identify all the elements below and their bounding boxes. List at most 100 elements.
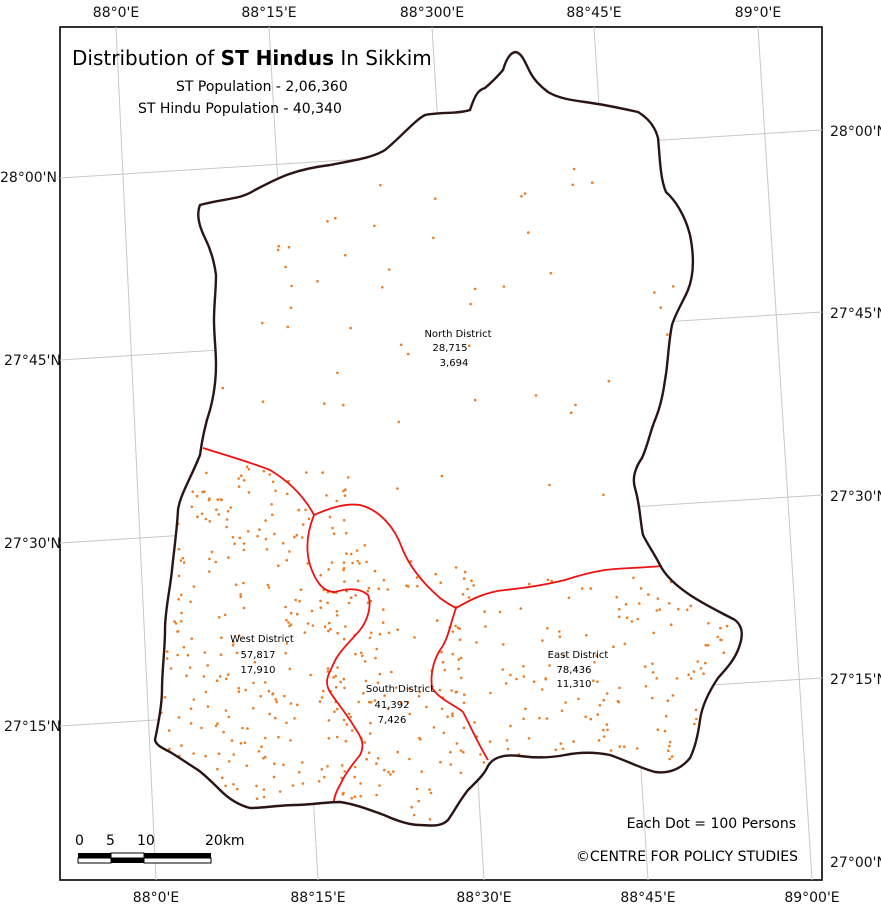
population-dot bbox=[176, 653, 179, 657]
population-dot bbox=[574, 667, 578, 670]
population-dot bbox=[707, 622, 710, 625]
population-dot bbox=[270, 503, 273, 506]
population-dot bbox=[260, 745, 263, 748]
district-st-hindu-population: 7,426 bbox=[378, 715, 407, 726]
population-dot bbox=[671, 694, 675, 697]
population-dot bbox=[186, 653, 190, 657]
population-dot bbox=[361, 654, 364, 658]
population-dot bbox=[217, 752, 221, 755]
population-dot bbox=[417, 799, 421, 803]
tick-right-27-45: 27°45'N bbox=[830, 306, 881, 322]
population-dot bbox=[189, 707, 193, 710]
population-dot bbox=[615, 595, 618, 599]
tick-right-27-00: 27°00'N bbox=[830, 855, 881, 871]
population-dot bbox=[484, 625, 487, 628]
population-dot bbox=[219, 675, 222, 678]
population-dot bbox=[239, 593, 242, 596]
population-dot bbox=[509, 673, 512, 677]
population-dot bbox=[585, 634, 588, 637]
population-dot bbox=[434, 197, 437, 200]
district-name: South District bbox=[366, 684, 434, 695]
population-dot bbox=[329, 628, 332, 631]
left-tick-labels: 28°00'N 27°45'N 27°30'N 27°15'N bbox=[0, 170, 61, 735]
population-dot bbox=[418, 736, 421, 740]
population-dot bbox=[392, 770, 395, 773]
population-dot bbox=[375, 762, 378, 765]
population-dot bbox=[389, 773, 392, 776]
population-dot bbox=[397, 420, 401, 424]
population-dot bbox=[229, 506, 232, 509]
population-dot bbox=[467, 596, 471, 599]
population-dot bbox=[284, 265, 288, 269]
population-dot bbox=[345, 723, 349, 726]
district-name: East District bbox=[548, 650, 609, 661]
state-area bbox=[155, 52, 742, 826]
population-dot bbox=[353, 765, 357, 769]
population-dot bbox=[440, 474, 444, 478]
population-dot bbox=[323, 625, 327, 628]
population-dot bbox=[559, 742, 563, 745]
north-west-border bbox=[202, 447, 315, 516]
population-dot bbox=[277, 244, 281, 248]
population-dot bbox=[418, 690, 422, 694]
population-dot bbox=[685, 608, 689, 612]
population-dot bbox=[667, 749, 670, 752]
population-dot bbox=[206, 705, 210, 708]
population-dot bbox=[325, 494, 328, 497]
population-dot bbox=[267, 586, 271, 589]
population-dot bbox=[173, 620, 176, 623]
population-dot bbox=[527, 737, 531, 740]
district-label-east: East District 78,436 11,310 bbox=[548, 650, 609, 690]
tick-right-27-30: 27°30'N bbox=[830, 489, 881, 505]
population-dot bbox=[285, 642, 289, 645]
population-dot bbox=[381, 286, 384, 289]
population-dot bbox=[326, 667, 330, 670]
population-dot bbox=[687, 673, 690, 676]
population-dot bbox=[375, 793, 378, 797]
tick-bottom-88-45: 88°45'E bbox=[620, 890, 675, 906]
scale-segment bbox=[77, 857, 112, 864]
population-dot bbox=[326, 601, 329, 604]
population-dot bbox=[311, 624, 315, 627]
population-dot bbox=[454, 691, 458, 694]
tick-bottom-88-30: 88°30'E bbox=[456, 890, 511, 906]
population-dot bbox=[522, 717, 525, 721]
population-dot bbox=[247, 468, 251, 471]
population-dot bbox=[298, 599, 302, 603]
population-dot bbox=[347, 712, 351, 716]
population-dot bbox=[177, 598, 180, 601]
population-dot bbox=[223, 613, 227, 617]
population-dot bbox=[271, 692, 275, 695]
population-dot bbox=[261, 400, 265, 404]
population-dot bbox=[597, 739, 601, 742]
population-dot bbox=[651, 671, 655, 674]
population-dot bbox=[408, 712, 412, 716]
population-dot bbox=[378, 784, 381, 787]
population-dot bbox=[335, 610, 339, 613]
population-dot bbox=[264, 755, 267, 759]
population-dot bbox=[624, 603, 628, 606]
population-dot bbox=[364, 679, 368, 683]
population-dot bbox=[265, 548, 269, 551]
population-dot bbox=[695, 717, 698, 721]
population-dot bbox=[335, 735, 339, 739]
population-dot bbox=[505, 739, 509, 742]
population-dot bbox=[336, 666, 339, 669]
population-dot bbox=[377, 587, 381, 590]
population-dot bbox=[334, 674, 337, 678]
population-dot bbox=[592, 679, 595, 682]
population-dot bbox=[644, 685, 648, 688]
population-dot bbox=[168, 747, 171, 751]
population-dot bbox=[675, 677, 679, 680]
population-dot bbox=[432, 726, 436, 729]
population-dot bbox=[473, 721, 476, 724]
population-dot bbox=[446, 715, 449, 718]
population-dot bbox=[333, 710, 336, 713]
population-dot bbox=[200, 726, 203, 730]
population-dot bbox=[239, 742, 243, 745]
population-dot bbox=[271, 513, 274, 517]
population-dot bbox=[373, 569, 377, 573]
population-dot bbox=[677, 607, 680, 611]
population-dot bbox=[561, 747, 565, 751]
population-dot bbox=[693, 722, 696, 726]
